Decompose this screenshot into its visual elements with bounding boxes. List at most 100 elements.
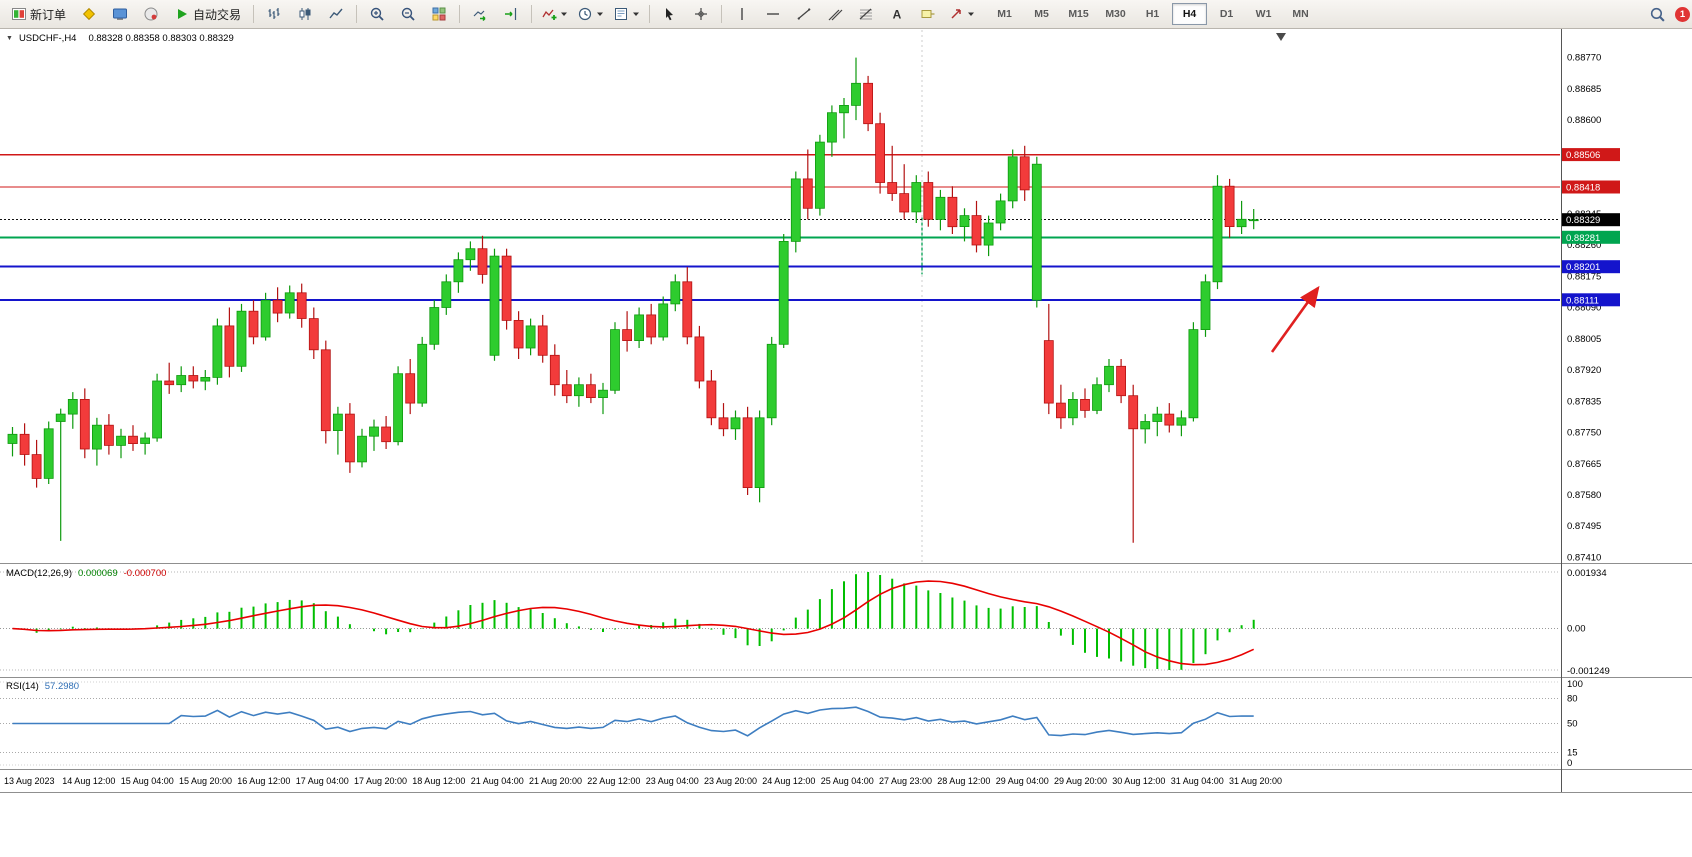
candle[interactable] (1056, 384, 1066, 429)
candle[interactable] (477, 235, 488, 284)
candle[interactable] (790, 171, 801, 253)
new-order-button[interactable]: 新订单 (4, 2, 73, 26)
text-tool-button[interactable]: A (882, 2, 912, 26)
candle[interactable] (802, 149, 813, 220)
candle[interactable] (7, 427, 18, 457)
candle[interactable] (1164, 403, 1175, 433)
candle[interactable] (1080, 388, 1090, 418)
timeframe-m15-button[interactable]: M15 (1068, 8, 1089, 20)
candle[interactable] (706, 370, 717, 426)
candle[interactable] (634, 307, 644, 349)
price-chart-pane[interactable]: 0.887700.886850.886000.883450.882600.881… (0, 30, 1692, 563)
candle[interactable] (670, 274, 681, 312)
candle[interactable] (152, 373, 163, 442)
zoom-out-button[interactable] (393, 2, 423, 26)
candle[interactable] (67, 392, 78, 429)
candle[interactable] (815, 134, 825, 216)
candle[interactable] (622, 311, 632, 352)
candle[interactable] (320, 340, 331, 444)
candle[interactable] (646, 303, 657, 345)
candle[interactable] (344, 403, 355, 473)
bar-chart-button[interactable] (259, 2, 289, 26)
macd-pane[interactable]: 0.001934 0.00 -0.001249 (0, 566, 1692, 676)
timeframe-m1-button[interactable]: M1 (997, 8, 1012, 20)
candle[interactable] (501, 248, 512, 330)
candle[interactable] (839, 98, 849, 139)
terminal-button[interactable] (105, 2, 135, 26)
cursor-button[interactable] (655, 2, 685, 26)
candle[interactable] (1212, 175, 1223, 290)
vertical-line-tool-button[interactable] (727, 2, 757, 26)
horizontal-line-tool-button[interactable] (758, 2, 788, 26)
candle[interactable] (224, 307, 235, 378)
trend-arrow-annotation[interactable] (1270, 285, 1320, 353)
candle[interactable] (947, 186, 958, 234)
candle[interactable] (164, 362, 175, 394)
chart-shift-button[interactable] (496, 2, 526, 26)
candle[interactable] (525, 318, 536, 356)
candle[interactable] (1092, 377, 1102, 415)
candle[interactable] (260, 292, 271, 341)
candle[interactable] (453, 252, 464, 293)
candle[interactable] (92, 417, 102, 466)
candle[interactable] (1043, 303, 1054, 415)
zoom-in-button[interactable] (362, 2, 392, 26)
auto-trading-button[interactable]: 自动交易 (167, 2, 248, 26)
candle[interactable] (586, 373, 596, 404)
candle[interactable] (19, 423, 30, 466)
candle[interactable] (43, 421, 54, 485)
candle[interactable] (682, 267, 693, 345)
candle[interactable] (55, 408, 66, 541)
candle[interactable] (31, 439, 42, 488)
candle[interactable] (574, 377, 584, 407)
candle[interactable] (851, 57, 861, 121)
candle[interactable] (754, 410, 765, 503)
candle[interactable] (369, 419, 379, 451)
candle[interactable] (971, 200, 982, 253)
candle[interactable] (863, 75, 873, 132)
fibonacci-tool-button[interactable] (851, 2, 881, 26)
candle[interactable] (381, 416, 392, 449)
pane-separator[interactable] (0, 677, 1692, 678)
candle[interactable] (140, 432, 151, 455)
help-button[interactable] (136, 2, 166, 26)
candle[interactable] (1188, 322, 1199, 422)
candle[interactable] (911, 175, 922, 223)
candle[interactable] (1152, 406, 1163, 437)
candle[interactable] (332, 406, 343, 455)
candle[interactable] (513, 311, 524, 359)
timeframe-h1-button[interactable]: H1 (1145, 8, 1160, 20)
text-label-tool-button[interactable] (913, 2, 943, 26)
search-icon[interactable] (1649, 6, 1666, 23)
crosshair-button[interactable] (686, 2, 716, 26)
candle[interactable] (1248, 209, 1259, 230)
candle[interactable] (923, 171, 934, 227)
candlestick-chart-button[interactable] (290, 2, 320, 26)
candle[interactable] (549, 344, 560, 396)
candle[interactable] (212, 318, 223, 385)
candle[interactable] (1128, 384, 1139, 543)
candle[interactable] (176, 366, 187, 393)
candle[interactable] (417, 336, 428, 407)
candle[interactable] (1031, 156, 1042, 308)
chart-shift-marker[interactable] (1276, 33, 1286, 41)
channel-tool-button[interactable] (820, 2, 850, 26)
candle[interactable] (128, 425, 138, 451)
candle[interactable] (766, 336, 777, 426)
candle[interactable] (1019, 145, 1030, 201)
pane-separator[interactable] (0, 563, 1692, 564)
candle[interactable] (236, 303, 247, 372)
candle[interactable] (465, 241, 476, 271)
auto-scroll-button[interactable] (465, 2, 495, 26)
candle[interactable] (1236, 200, 1247, 234)
timeframe-w1-button[interactable]: W1 (1255, 8, 1272, 20)
candle[interactable] (1176, 410, 1187, 437)
metaeditor-button[interactable] (74, 2, 104, 26)
time-axis[interactable]: 13 Aug 2023 14 Aug 12:00 15 Aug 04:00 15 Au… (0, 771, 1560, 791)
candle[interactable] (827, 105, 837, 157)
candle[interactable] (200, 370, 211, 391)
candle[interactable] (1224, 178, 1235, 238)
candle[interactable] (887, 145, 898, 201)
pane-separator[interactable] (0, 769, 1692, 770)
timeframe-h4-button[interactable]: H4 (1172, 3, 1208, 25)
